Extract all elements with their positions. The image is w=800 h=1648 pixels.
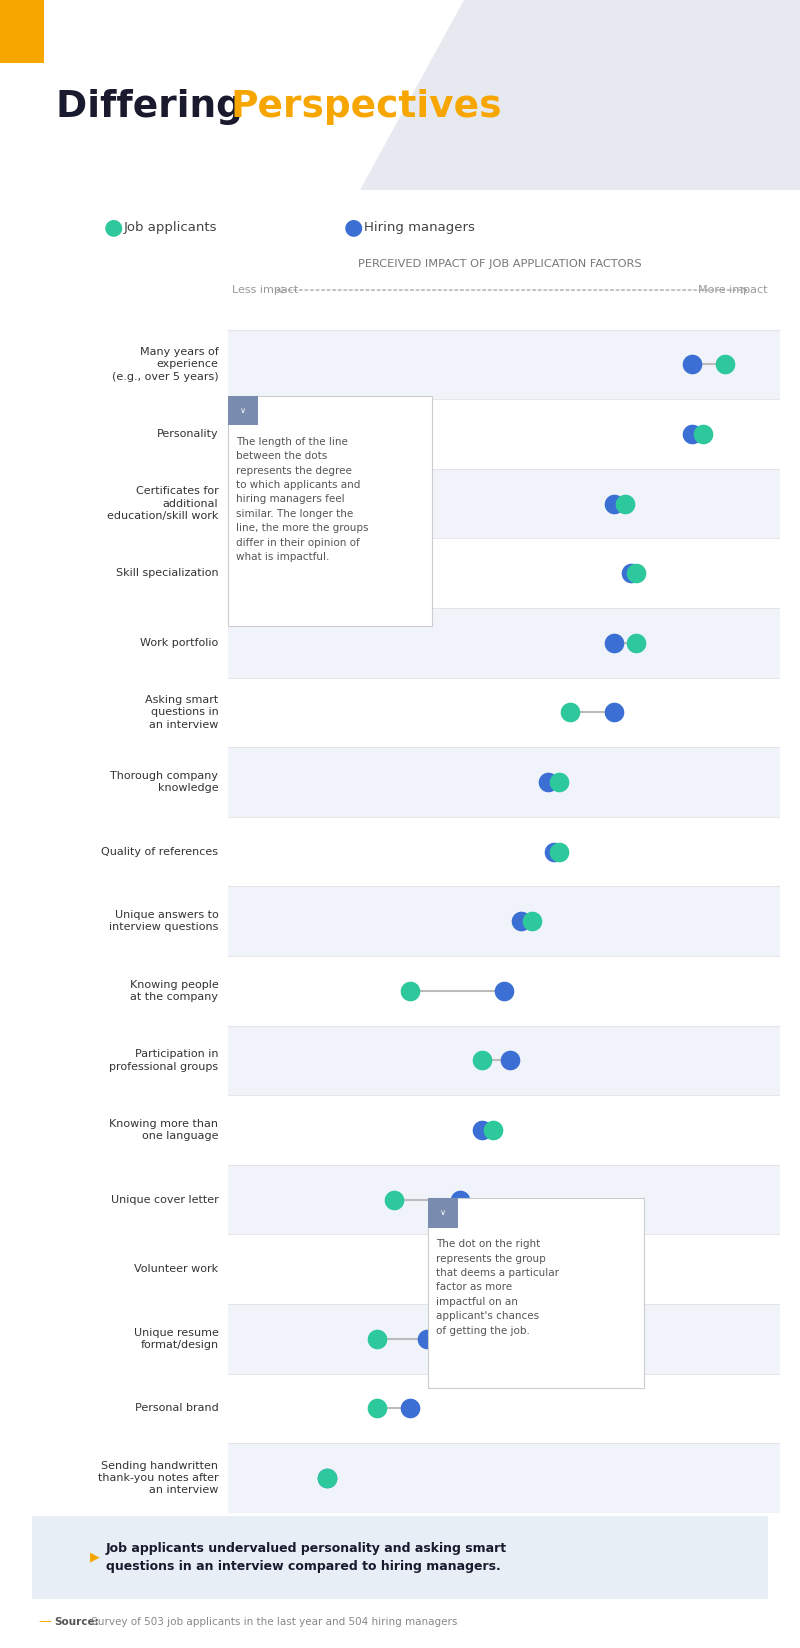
Text: Thorough company
knowledge: Thorough company knowledge <box>110 771 218 793</box>
Point <box>686 351 698 377</box>
Text: Volunteer work: Volunteer work <box>134 1264 218 1274</box>
Point <box>459 1256 472 1282</box>
Text: ▶: ▶ <box>90 1551 99 1564</box>
Text: Certificates for
additional
education/skill work: Certificates for additional education/sk… <box>107 486 218 521</box>
Point <box>630 560 643 587</box>
Bar <box>228 956 780 1025</box>
Point <box>465 1256 478 1282</box>
Text: Quality of references: Quality of references <box>102 847 218 857</box>
Text: ●: ● <box>104 218 123 237</box>
Point <box>619 491 632 517</box>
Point <box>514 908 527 934</box>
Bar <box>228 747 780 817</box>
Text: Hiring managers: Hiring managers <box>364 221 475 234</box>
Point <box>553 770 566 796</box>
Point <box>486 1117 499 1144</box>
Bar <box>228 817 780 887</box>
Point <box>420 1325 433 1351</box>
Bar <box>228 1304 780 1374</box>
Point <box>321 1465 334 1491</box>
Bar <box>228 1165 780 1234</box>
Point <box>370 1396 383 1422</box>
Bar <box>228 399 780 468</box>
Text: Many years of
experience
(e.g., over 5 years): Many years of experience (e.g., over 5 y… <box>112 348 218 382</box>
Text: PERCEIVED IMPACT OF JOB APPLICATION FACTORS: PERCEIVED IMPACT OF JOB APPLICATION FACT… <box>358 259 642 269</box>
Text: Differing: Differing <box>56 89 256 125</box>
Point <box>718 351 731 377</box>
Point <box>696 420 709 447</box>
Point <box>321 1465 334 1491</box>
Point <box>625 560 638 587</box>
Point <box>498 977 510 1004</box>
Point <box>454 1187 466 1213</box>
Text: Unique resume
format/design: Unique resume format/design <box>134 1328 218 1350</box>
Point <box>542 770 554 796</box>
Text: Unique cover letter: Unique cover letter <box>110 1195 218 1205</box>
Text: More impact: More impact <box>698 285 768 295</box>
Text: Personality: Personality <box>157 428 218 438</box>
Text: ∨: ∨ <box>240 405 246 415</box>
Bar <box>228 1096 780 1165</box>
Point <box>547 839 560 865</box>
Text: Knowing more than
one language: Knowing more than one language <box>110 1119 218 1142</box>
Text: Survey of 503 job applicants in the last year and 504 hiring managers: Survey of 503 job applicants in the last… <box>88 1617 458 1627</box>
Point <box>608 630 621 656</box>
Text: Unique answers to
interview questions: Unique answers to interview questions <box>109 910 218 933</box>
Text: The dot on the right
represents the group
that deems a particular
factor as more: The dot on the right represents the grou… <box>436 1239 559 1335</box>
Text: Asking smart
questions in
an interview: Asking smart questions in an interview <box>145 695 218 730</box>
Point <box>553 839 566 865</box>
Text: Job applicants: Job applicants <box>124 221 218 234</box>
Bar <box>228 887 780 956</box>
Point <box>630 630 643 656</box>
Point <box>686 420 698 447</box>
Point <box>525 908 538 934</box>
Point <box>608 491 621 517</box>
Bar <box>228 1234 780 1304</box>
Text: Less impact: Less impact <box>232 285 298 295</box>
Text: Knowing people
at the company: Knowing people at the company <box>130 979 218 1002</box>
Point <box>404 977 417 1004</box>
Text: Participation in
professional groups: Participation in professional groups <box>110 1050 218 1071</box>
Text: ∨: ∨ <box>440 1208 446 1218</box>
Bar <box>228 468 780 539</box>
Bar <box>228 608 780 677</box>
Point <box>387 1187 400 1213</box>
Text: Work portfolio: Work portfolio <box>140 638 218 648</box>
Text: Job applicants undervalued personality and asking smart
questions in an intervie: Job applicants undervalued personality a… <box>106 1543 506 1572</box>
Point <box>503 1046 516 1073</box>
Text: ●: ● <box>344 218 363 237</box>
Text: —: — <box>38 1615 51 1628</box>
Point <box>608 699 621 725</box>
Bar <box>228 1444 780 1513</box>
Text: Personal brand: Personal brand <box>134 1404 218 1414</box>
Text: Sending handwritten
thank-you notes after
an interview: Sending handwritten thank-you notes afte… <box>98 1460 218 1495</box>
Bar <box>228 677 780 747</box>
Text: Skill specialization: Skill specialization <box>116 569 218 578</box>
Point <box>475 1046 488 1073</box>
Bar <box>228 1025 780 1096</box>
Point <box>404 1396 417 1422</box>
Text: The length of the line
between the dots
represents the degree
to which applicant: The length of the line between the dots … <box>236 437 369 562</box>
FancyBboxPatch shape <box>47 1531 71 1587</box>
Bar <box>228 1374 780 1444</box>
Point <box>475 1117 488 1144</box>
Bar <box>228 539 780 608</box>
Text: Perspectives: Perspectives <box>230 89 502 125</box>
Point <box>564 699 577 725</box>
Bar <box>228 330 780 399</box>
Point <box>370 1325 383 1351</box>
Text: Source:: Source: <box>54 1617 99 1627</box>
